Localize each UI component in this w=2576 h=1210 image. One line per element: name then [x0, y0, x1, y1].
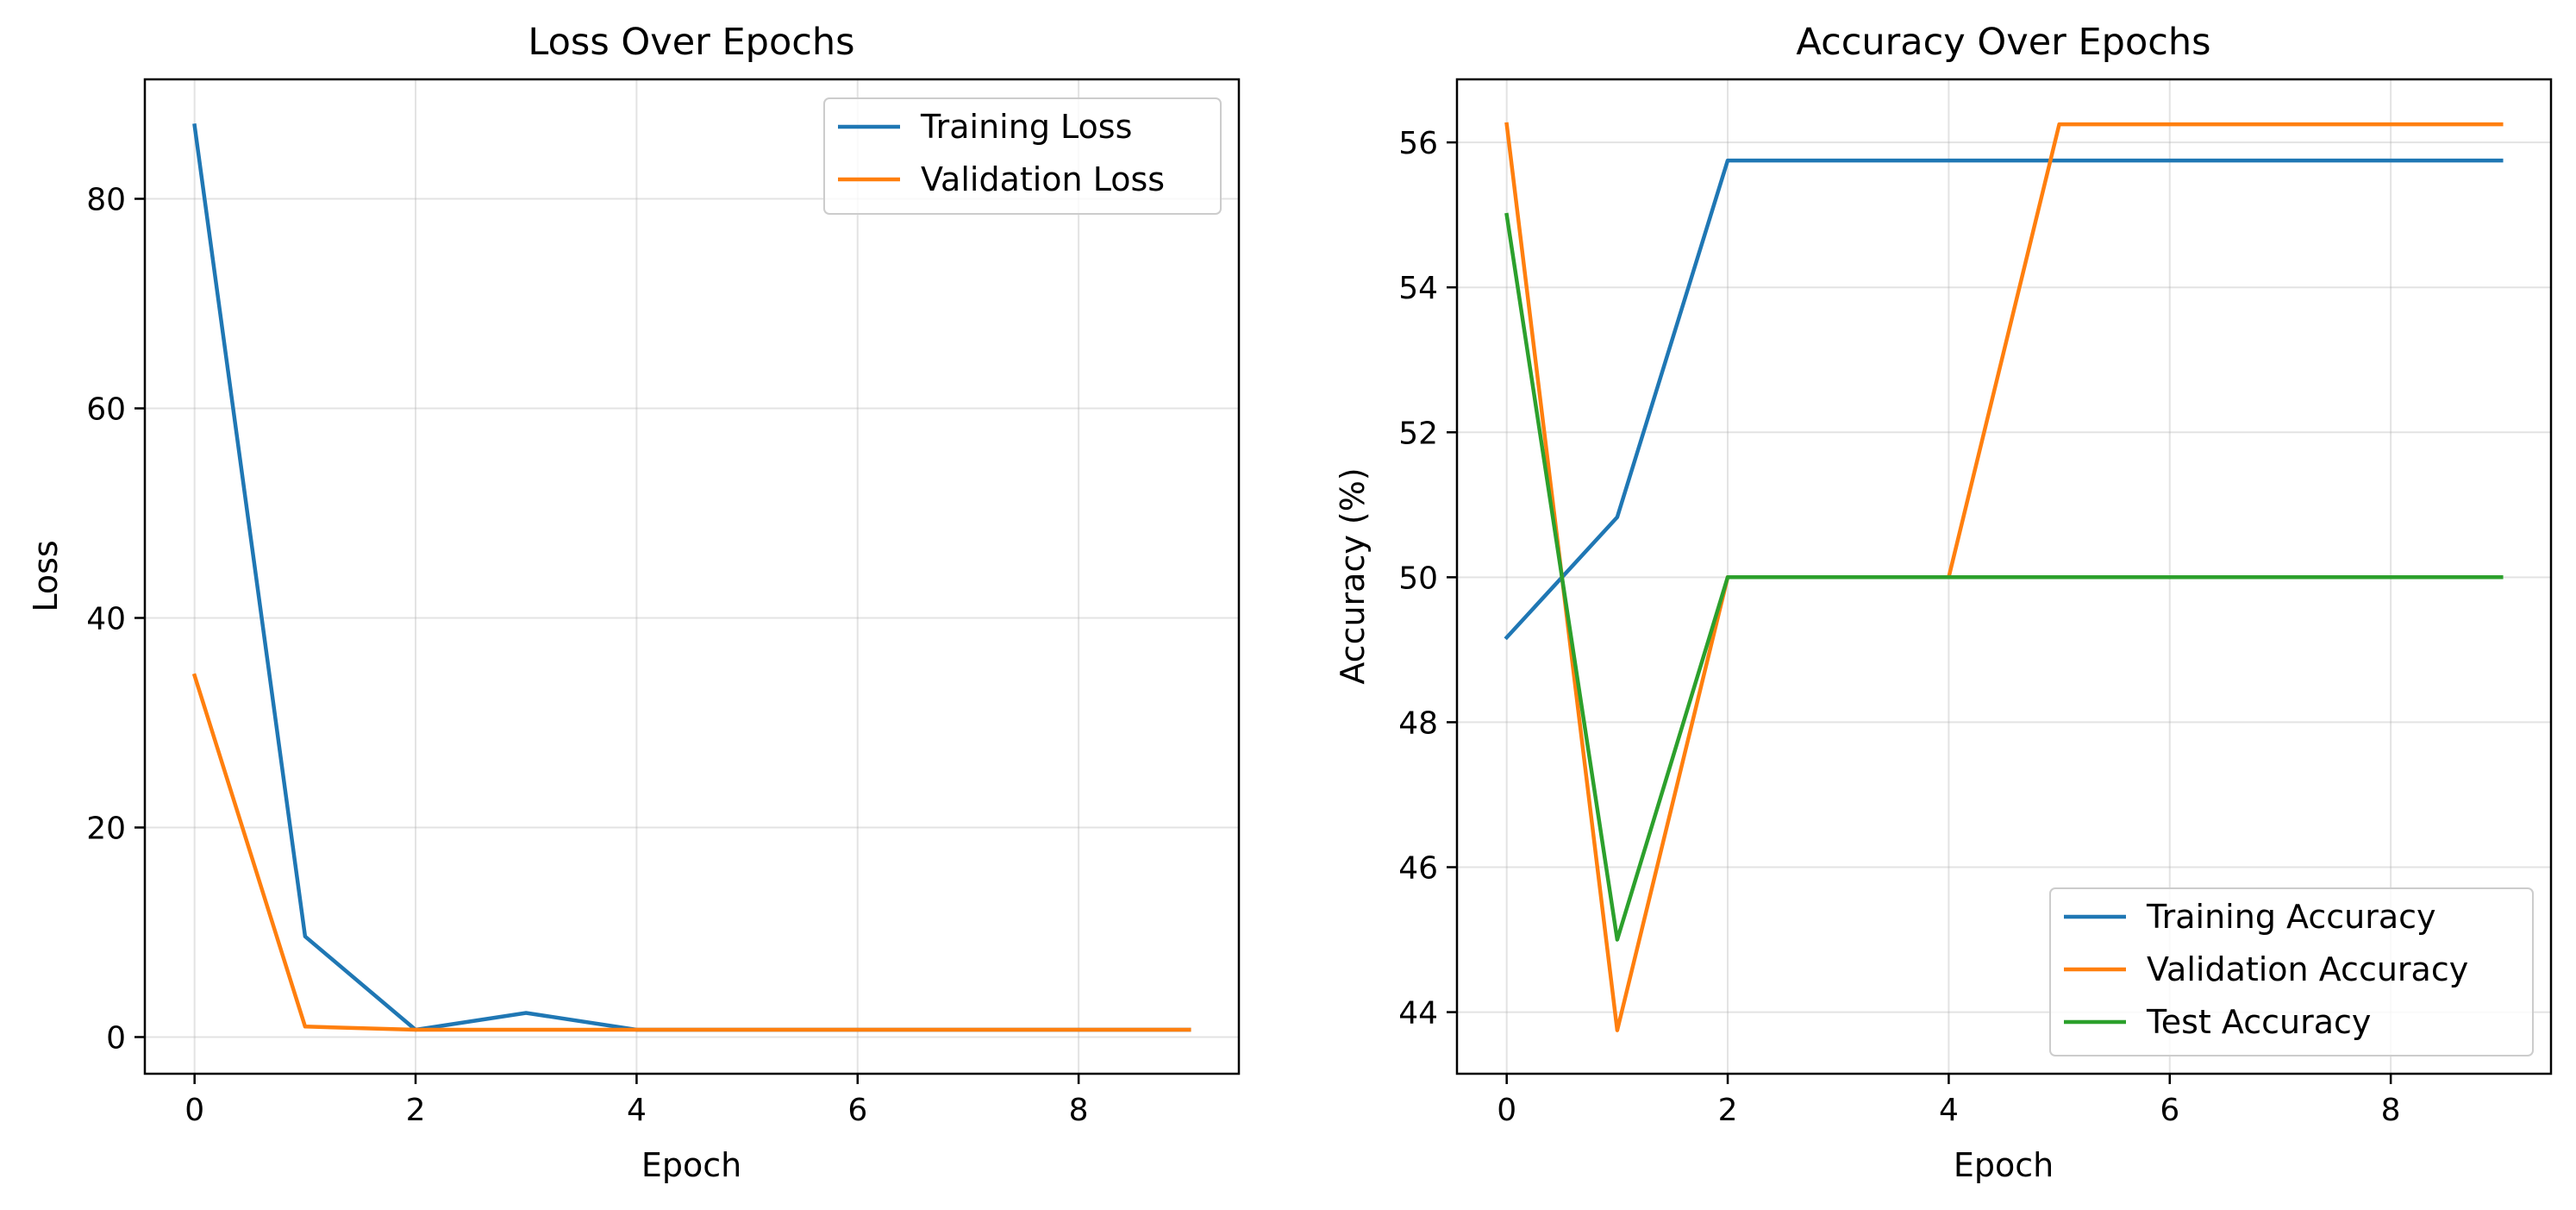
loss-series [191, 122, 1191, 1032]
loss-chart-title: Loss Over Epochs [528, 21, 854, 64]
accuracy-y-tick-label: 46 [1398, 850, 1438, 886]
accuracy-y-axis-label: Accuracy (%) [1334, 467, 1372, 684]
loss-y-tick-label: 60 [86, 392, 126, 427]
loss-x-tick-label: 4 [627, 1093, 647, 1128]
accuracy-x-tick-label: 2 [1718, 1093, 1738, 1128]
accuracy-x-tick-label: 6 [2160, 1093, 2179, 1128]
accuracy-legend-box [2049, 887, 2534, 1056]
accuracy-series-line-3 [1504, 212, 2504, 942]
loss-series-line-2 [191, 673, 1191, 1032]
loss-x-tick-label: 2 [406, 1093, 426, 1128]
loss-plot-frame [143, 78, 1241, 1075]
accuracy-legend: Training Accuracy Validation Accuracy Test… [2049, 887, 2534, 1056]
loss-legend: Training Loss Validation Loss [823, 97, 1222, 215]
loss-y-axis-label: Loss [27, 540, 65, 611]
accuracy-x-axis-label: Epoch [1954, 1146, 2054, 1184]
loss-x-tick-label: 6 [847, 1093, 867, 1128]
accuracy-y-tick-label: 48 [1398, 705, 1438, 741]
accuracy-chart-title: Accuracy Over Epochs [1796, 21, 2210, 64]
accuracy-y-tick-label: 50 [1398, 561, 1438, 596]
accuracy-y-tick-label: 56 [1398, 126, 1438, 161]
loss-y-tick-label: 80 [86, 183, 126, 218]
loss-legend-label: Training Loss [920, 108, 1132, 146]
accuracy-legend-label: Training Accuracy [2146, 898, 2436, 936]
accuracy-x-tick-label: 4 [1939, 1093, 1959, 1128]
accuracy-legend-label: Test Accuracy [2146, 1003, 2371, 1041]
accuracy-series-line-1 [1504, 158, 2504, 641]
loss-x-tick-label: 8 [1069, 1093, 1089, 1128]
accuracy-x-tick-label: 0 [1497, 1093, 1516, 1128]
loss-y-tick-label: 0 [106, 1020, 126, 1056]
loss-legend-box [823, 97, 1222, 215]
accuracy-y-tick-label: 54 [1398, 271, 1438, 306]
accuracy-y-tick-label: 44 [1398, 996, 1438, 1031]
loss-y-tick-label: 40 [86, 601, 126, 636]
loss-grid [145, 79, 1239, 1074]
accuracy-series [1504, 122, 2504, 1032]
accuracy-x-tick-label: 8 [2381, 1093, 2401, 1128]
loss-x-tick-label: 0 [184, 1093, 204, 1128]
loss-y-tick-label: 20 [86, 811, 126, 846]
loss-legend-label: Validation Loss [921, 160, 1165, 198]
accuracy-chart: Accuracy Over Epochs 0 2 4 6 844464850525456… [1334, 21, 2553, 1184]
accuracy-legend-label: Validation Accuracy [2147, 950, 2468, 988]
accuracy-series-line-2 [1504, 122, 2504, 1032]
accuracy-y-tick-label: 52 [1398, 416, 1438, 451]
loss-x-axis-label: Epoch [641, 1146, 741, 1184]
